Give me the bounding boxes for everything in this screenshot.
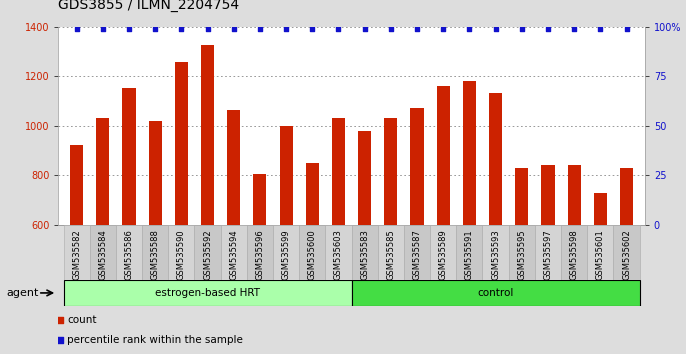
Text: GSM535584: GSM535584	[98, 229, 107, 280]
Text: GDS3855 / ILMN_2204754: GDS3855 / ILMN_2204754	[58, 0, 239, 12]
Text: GSM535589: GSM535589	[439, 229, 448, 280]
Bar	[168, 225, 194, 280]
Text: GSM535596: GSM535596	[255, 229, 264, 280]
Text: GSM535600: GSM535600	[308, 229, 317, 280]
Text: count: count	[67, 315, 97, 325]
Text: GSM535582: GSM535582	[72, 229, 81, 280]
Bar	[64, 280, 351, 306]
Text: control: control	[477, 288, 514, 298]
Point	[543, 26, 554, 32]
Text: GSM535599: GSM535599	[282, 229, 291, 280]
Text: GSM535601: GSM535601	[596, 229, 605, 280]
Bar	[541, 165, 554, 225]
Point	[517, 26, 528, 32]
Point	[333, 26, 344, 32]
Text: GSM535598: GSM535598	[569, 229, 579, 280]
Point	[386, 26, 397, 32]
Point	[245, 262, 256, 268]
Text: GSM535583: GSM535583	[360, 229, 369, 280]
Bar	[175, 62, 188, 225]
Point	[150, 26, 161, 32]
Text: GSM535585: GSM535585	[386, 229, 395, 280]
Point	[123, 26, 134, 32]
Bar	[456, 225, 482, 280]
Point	[228, 26, 239, 32]
Point	[412, 26, 423, 32]
Text: GSM535587: GSM535587	[412, 229, 421, 280]
Bar	[509, 225, 535, 280]
Bar	[587, 225, 613, 280]
Bar	[351, 280, 639, 306]
Text: percentile rank within the sample: percentile rank within the sample	[67, 335, 243, 345]
Bar	[437, 86, 450, 225]
Text: GSM535593: GSM535593	[491, 229, 500, 280]
Bar	[325, 225, 351, 280]
Bar	[90, 225, 116, 280]
Bar	[273, 225, 299, 280]
Point	[255, 26, 265, 32]
Bar	[351, 225, 378, 280]
Point	[202, 26, 213, 32]
Bar	[378, 225, 404, 280]
Point	[569, 26, 580, 32]
Bar	[410, 108, 423, 225]
Bar	[123, 88, 136, 225]
Bar	[299, 225, 325, 280]
Point	[97, 26, 108, 32]
Bar	[515, 168, 528, 225]
Bar	[561, 225, 587, 280]
Bar	[535, 225, 561, 280]
Text: GSM535594: GSM535594	[229, 229, 238, 280]
Point	[464, 26, 475, 32]
Bar	[404, 225, 430, 280]
Text: GSM535591: GSM535591	[465, 229, 474, 280]
Text: GSM535586: GSM535586	[124, 229, 134, 280]
Text: GSM535590: GSM535590	[177, 229, 186, 280]
Text: agent: agent	[7, 288, 39, 298]
Bar	[463, 81, 476, 225]
Text: GSM535588: GSM535588	[151, 229, 160, 280]
Bar	[70, 145, 83, 225]
Bar	[613, 225, 639, 280]
Point	[438, 26, 449, 32]
Text: GSM535595: GSM535595	[517, 229, 526, 280]
Bar	[430, 225, 456, 280]
Point	[281, 26, 292, 32]
Bar	[221, 225, 247, 280]
Bar	[306, 163, 319, 225]
Bar	[253, 174, 266, 225]
Text: GSM535603: GSM535603	[334, 229, 343, 280]
Bar	[142, 225, 168, 280]
Bar	[64, 225, 90, 280]
Bar	[620, 168, 633, 225]
Bar	[594, 193, 607, 225]
Point	[621, 26, 632, 32]
Bar	[384, 118, 397, 225]
Bar	[280, 126, 293, 225]
Text: GSM535602: GSM535602	[622, 229, 631, 280]
Bar	[358, 131, 371, 225]
Text: GSM535597: GSM535597	[543, 229, 552, 280]
Bar	[96, 118, 109, 225]
Point	[307, 26, 318, 32]
Point	[71, 26, 82, 32]
Bar	[489, 93, 502, 225]
Bar	[201, 45, 214, 225]
Bar	[332, 118, 345, 225]
Bar	[482, 225, 509, 280]
Point	[359, 26, 370, 32]
Point	[176, 26, 187, 32]
Bar	[567, 165, 580, 225]
Text: GSM535592: GSM535592	[203, 229, 212, 280]
Bar	[247, 225, 273, 280]
Bar	[116, 225, 142, 280]
Bar	[227, 110, 240, 225]
Point	[595, 26, 606, 32]
Bar	[149, 121, 162, 225]
Bar	[194, 225, 221, 280]
Point	[245, 85, 256, 91]
Point	[490, 26, 501, 32]
Text: estrogen-based HRT: estrogen-based HRT	[155, 288, 260, 298]
